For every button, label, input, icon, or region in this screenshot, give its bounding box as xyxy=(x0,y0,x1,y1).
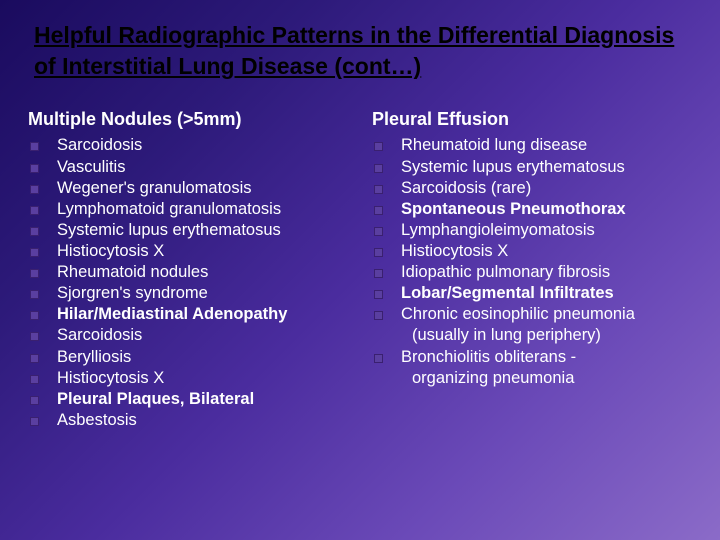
list-item: Histiocytosis X xyxy=(372,241,692,262)
list-item: Sarcoidosis xyxy=(28,135,348,156)
bullet-icon xyxy=(374,164,383,173)
item-text: Berylliosis xyxy=(57,347,131,368)
bullet-icon xyxy=(30,311,39,320)
item-text: Systemic lupus erythematosus xyxy=(57,220,281,241)
bullet-icon xyxy=(30,396,39,405)
list-item: Lobar/Segmental Infiltrates xyxy=(372,283,692,304)
slide-title: Helpful Radiographic Patterns in the Dif… xyxy=(28,20,692,82)
item-text: Chronic eosinophilic pneumonia xyxy=(401,304,635,325)
left-column: Multiple Nodules (>5mm) Sarcoidosis Vasc… xyxy=(28,108,348,431)
bullet-icon xyxy=(30,354,39,363)
bullet-icon xyxy=(374,311,383,320)
item-text: Histiocytosis X xyxy=(401,241,508,262)
bullet-icon xyxy=(374,354,383,363)
bullet-icon xyxy=(374,290,383,299)
item-text: Lymphangioleimyomatosis xyxy=(401,220,595,241)
list-item: Hilar/Mediastinal Adenopathy xyxy=(28,304,348,325)
list-item: Vasculitis xyxy=(28,157,348,178)
item-text: Histiocytosis X xyxy=(57,368,164,389)
list-item: Histiocytosis X xyxy=(28,241,348,262)
list-item: Sarcoidosis xyxy=(28,325,348,346)
bullet-icon xyxy=(30,248,39,257)
item-text: Idiopathic pulmonary fibrosis xyxy=(401,262,610,283)
sub-header-text: Spontaneous Pneumothorax xyxy=(401,199,626,220)
item-text: Sarcoidosis xyxy=(57,325,142,346)
right-header: Pleural Effusion xyxy=(372,108,692,131)
item-text: Sarcoidosis (rare) xyxy=(401,178,531,199)
list-item: Lymphangioleimyomatosis xyxy=(372,220,692,241)
item-continuation: organizing pneumonia xyxy=(372,368,692,389)
right-column: Pleural Effusion Rheumatoid lung disease… xyxy=(372,108,692,431)
list-item: Systemic lupus erythematosus xyxy=(28,220,348,241)
left-header: Multiple Nodules (>5mm) xyxy=(28,108,348,131)
list-item: Wegener's granulomatosis xyxy=(28,178,348,199)
bullet-icon xyxy=(374,269,383,278)
bullet-icon xyxy=(30,375,39,384)
bullet-icon xyxy=(30,227,39,236)
sub-header-text: Pleural Plaques, Bilateral xyxy=(57,389,254,410)
item-text: Vasculitis xyxy=(57,157,125,178)
item-continuation: (usually in lung periphery) xyxy=(372,325,692,346)
bullet-icon xyxy=(30,417,39,426)
list-item: Idiopathic pulmonary fibrosis xyxy=(372,262,692,283)
bullet-icon xyxy=(30,290,39,299)
list-item: Berylliosis xyxy=(28,347,348,368)
sub-header-text: Hilar/Mediastinal Adenopathy xyxy=(57,304,287,325)
item-text: Sjorgren's syndrome xyxy=(57,283,208,304)
bullet-icon xyxy=(30,206,39,215)
item-text: Rheumatoid nodules xyxy=(57,262,208,283)
bullet-icon xyxy=(30,332,39,341)
list-item: Rheumatoid lung disease xyxy=(372,135,692,156)
bullet-icon xyxy=(30,164,39,173)
bullet-icon xyxy=(374,206,383,215)
bullet-icon xyxy=(374,142,383,151)
content-columns: Multiple Nodules (>5mm) Sarcoidosis Vasc… xyxy=(28,108,692,431)
item-text: Histiocytosis X xyxy=(57,241,164,262)
list-item: Histiocytosis X xyxy=(28,368,348,389)
bullet-icon xyxy=(374,227,383,236)
item-text: Rheumatoid lung disease xyxy=(401,135,587,156)
bullet-icon xyxy=(30,185,39,194)
slide: Helpful Radiographic Patterns in the Dif… xyxy=(0,0,720,540)
list-item: Sjorgren's syndrome xyxy=(28,283,348,304)
list-item: Systemic lupus erythematosus xyxy=(372,157,692,178)
item-text: Asbestosis xyxy=(57,410,137,431)
item-text: Lymphomatoid granulomatosis xyxy=(57,199,281,220)
bullet-icon xyxy=(374,185,383,194)
bullet-icon xyxy=(30,142,39,151)
list-item: Lymphomatoid granulomatosis xyxy=(28,199,348,220)
list-item: Rheumatoid nodules xyxy=(28,262,348,283)
item-text: Bronchiolitis obliterans - xyxy=(401,347,576,368)
item-text: Systemic lupus erythematosus xyxy=(401,157,625,178)
list-item: Spontaneous Pneumothorax xyxy=(372,199,692,220)
bullet-icon xyxy=(374,248,383,257)
list-item: Chronic eosinophilic pneumonia xyxy=(372,304,692,325)
list-item: Asbestosis xyxy=(28,410,348,431)
list-item: Bronchiolitis obliterans - xyxy=(372,347,692,368)
list-item: Sarcoidosis (rare) xyxy=(372,178,692,199)
sub-header-text: Lobar/Segmental Infiltrates xyxy=(401,283,614,304)
item-text: Sarcoidosis xyxy=(57,135,142,156)
bullet-icon xyxy=(30,269,39,278)
item-text: Wegener's granulomatosis xyxy=(57,178,252,199)
list-item: Pleural Plaques, Bilateral xyxy=(28,389,348,410)
